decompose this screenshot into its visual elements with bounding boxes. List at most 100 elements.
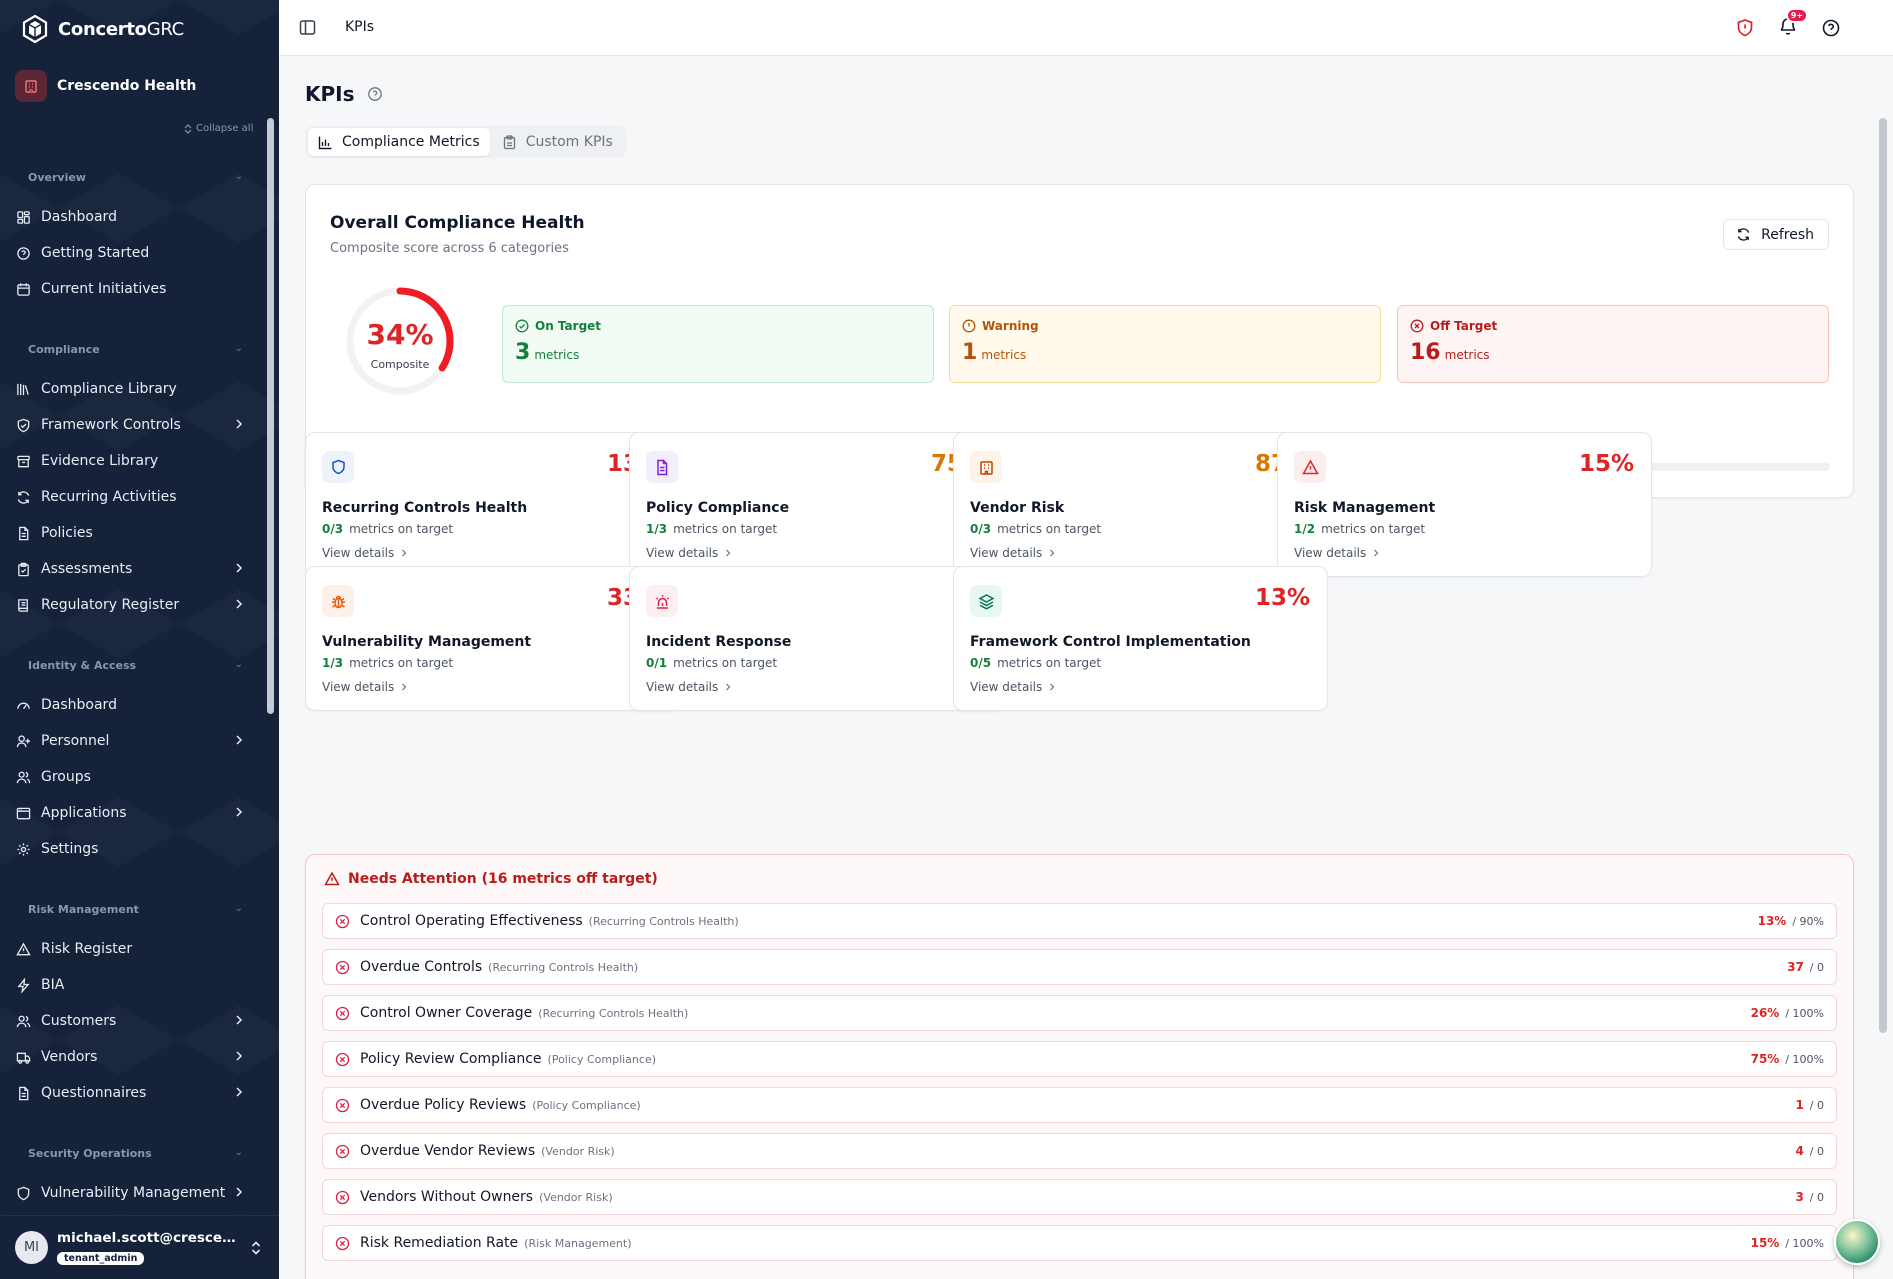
sidebar-item-assessments[interactable]: Assessments: [16, 555, 246, 583]
collapse-all-button[interactable]: Collapse all: [184, 123, 253, 134]
brand[interactable]: ConcertoGRC: [20, 14, 184, 44]
help-circle-icon[interactable]: [1821, 18, 1841, 38]
assistant-avatar-button[interactable]: [1834, 1219, 1880, 1265]
kpi-card[interactable]: 15% Risk Management 1/2 metrics on target…: [1277, 432, 1652, 577]
metric-name: Vendors Without Owners: [360, 1189, 534, 1205]
sidebar-item-questionnaires[interactable]: Questionnaires: [16, 1079, 246, 1107]
refresh-button[interactable]: Refresh: [1723, 219, 1829, 250]
sidebar-item-applications[interactable]: Applications: [16, 799, 246, 827]
x-circle-icon: [335, 1006, 350, 1021]
view-details-link[interactable]: View details: [646, 680, 732, 694]
section-risk-management[interactable]: Risk Management ⌄: [28, 903, 243, 916]
view-details-link[interactable]: View details: [646, 546, 732, 560]
kpi-icon: [322, 451, 354, 483]
sidebar-item-personnel[interactable]: Personnel: [16, 727, 246, 755]
attention-row[interactable]: Overdue Vendor Reviews (Vendor Risk) 4 / 0: [322, 1133, 1837, 1169]
section-security-operations[interactable]: Security Operations ⌄: [28, 1147, 243, 1160]
sidebar-item-recurring-activities[interactable]: Recurring Activities: [16, 483, 246, 511]
page-scrollbar[interactable]: [1879, 118, 1887, 1033]
sidebar-item-vendors[interactable]: Vendors: [16, 1043, 246, 1071]
kpi-card[interactable]: 13% Framework Control Implementation 0/5…: [953, 566, 1328, 711]
sidebar-scrollbar[interactable]: [267, 118, 274, 714]
chevron-down-icon: ⌄: [234, 1147, 243, 1158]
attention-row[interactable]: Overdue Controls (Recurring Controls Heal…: [322, 949, 1837, 985]
sidebar-item-bia[interactable]: BIA: [16, 971, 246, 999]
attention-row[interactable]: Control Owner Coverage (Recurring Control…: [322, 995, 1837, 1031]
sidebar-item-evidence-library[interactable]: Evidence Library: [16, 447, 246, 475]
x-circle-icon: [335, 960, 350, 975]
attention-row[interactable]: Control Operating Effectiveness (Recurrin…: [322, 903, 1837, 939]
x-circle-icon: [335, 1098, 350, 1113]
kpi-percentage: 13%: [1254, 585, 1310, 611]
attention-row[interactable]: Vendors Without Owners (Vendor Risk) 3 / 0: [322, 1179, 1837, 1215]
sidebar-item-groups[interactable]: Groups: [16, 763, 246, 791]
check-circle-icon: [515, 319, 529, 333]
attention-row[interactable]: Policy Review Compliance (Policy Complian…: [322, 1041, 1837, 1077]
sidebar-item-policies[interactable]: Policies: [16, 519, 246, 547]
kpi-metrics-on-target: 0/5 metrics on target: [970, 656, 1102, 670]
section-identity-access[interactable]: Identity & Access ⌄: [28, 659, 243, 672]
calendar-icon: [17, 282, 30, 296]
sidebar-item-risk-register[interactable]: Risk Register: [16, 935, 246, 963]
metric-name: Control Owner Coverage: [360, 1005, 533, 1021]
chevron-right-icon: [402, 683, 407, 691]
help-circle-icon[interactable]: [367, 86, 383, 102]
kpi-card[interactable]: Incident Response 0/1 metrics on target V…: [629, 566, 1004, 711]
layers-icon: [977, 593, 995, 610]
bug-icon: [331, 595, 345, 608]
chevrons-up-down-icon: [251, 1241, 261, 1255]
sidebar-item-regulatory-register[interactable]: Regulatory Register: [16, 591, 246, 619]
sidebar-item-getting-started[interactable]: Getting Started: [16, 239, 246, 267]
document-icon: [656, 459, 667, 475]
org-switcher[interactable]: Crescendo Health: [15, 70, 196, 102]
warning-icon: [1301, 458, 1319, 474]
section-overview[interactable]: Overview ⌄: [28, 171, 243, 184]
user-plus-icon: [16, 734, 31, 747]
view-details-link[interactable]: View details: [970, 546, 1056, 560]
notifications-button[interactable]: 9+: [1778, 8, 1808, 40]
tab-custom-kpis[interactable]: Custom KPIs: [492, 128, 623, 156]
kpi-card[interactable]: 13% Recurring Controls Health 0/3metrics…: [305, 432, 680, 577]
composite-label: Composite: [370, 358, 430, 371]
user-menu[interactable]: MI michael.scott@crescendo... tenant_adm…: [0, 1215, 279, 1279]
sidebar-item-current-initiatives[interactable]: Current Initiatives: [16, 275, 246, 303]
shield-alert-icon[interactable]: [1735, 18, 1755, 38]
metric-target: / 0: [1809, 1191, 1824, 1204]
metric-value: 3: [1795, 1190, 1804, 1204]
chevron-right-icon: [236, 1187, 243, 1197]
kpi-icon: [646, 451, 678, 483]
sidebar: ConcertoGRC Crescendo Health Collapse al…: [0, 0, 279, 1279]
alert-circle-icon: [962, 319, 976, 333]
view-details-link[interactable]: View details: [322, 546, 408, 560]
attention-row[interactable]: Risk Remediation Rate (Risk Management) 1…: [322, 1225, 1837, 1261]
x-circle-icon: [335, 1190, 350, 1205]
sidebar-toggle-icon[interactable]: [299, 19, 316, 36]
clipboard-icon: [18, 562, 29, 576]
kpi-name: Incident Response: [646, 634, 792, 650]
sidebar-item-framework-controls[interactable]: Framework Controls: [16, 411, 246, 439]
sidebar-item-settings[interactable]: Settings: [16, 835, 246, 863]
x-circle-icon: [1410, 319, 1424, 333]
view-details-link[interactable]: View details: [1294, 546, 1380, 560]
kpi-card[interactable]: 33% Vulnerability Management 1/3metrics …: [305, 566, 680, 711]
truck-icon: [16, 1052, 31, 1064]
off-target-box: Off Target 16 metrics: [1397, 305, 1829, 383]
tab-compliance-metrics[interactable]: Compliance Metrics: [308, 128, 490, 156]
book-icon: [18, 598, 28, 612]
sidebar-item-customers[interactable]: Customers: [16, 1007, 246, 1035]
view-details-link[interactable]: View details: [322, 680, 408, 694]
section-compliance[interactable]: Compliance ⌄: [28, 343, 243, 356]
sidebar-item-vulnerability-management[interactable]: Vulnerability Management: [16, 1179, 246, 1207]
sidebar-item-ia-dashboard[interactable]: Dashboard: [16, 691, 246, 719]
grid-icon: [17, 210, 30, 224]
kpi-percentage: 15%: [1578, 451, 1634, 477]
kpi-metrics-on-target: 0/3 metrics on target: [970, 522, 1102, 536]
sidebar-item-dashboard[interactable]: Dashboard: [16, 203, 246, 231]
kpi-metrics-on-target: 1/2 metrics on target: [1294, 522, 1426, 536]
attention-row[interactable]: Overdue Policy Reviews (Policy Compliance…: [322, 1087, 1837, 1123]
view-details-link[interactable]: View details: [970, 680, 1056, 694]
sidebar-item-compliance-library[interactable]: Compliance Library: [16, 375, 246, 403]
org-name: Crescendo Health: [57, 78, 197, 94]
